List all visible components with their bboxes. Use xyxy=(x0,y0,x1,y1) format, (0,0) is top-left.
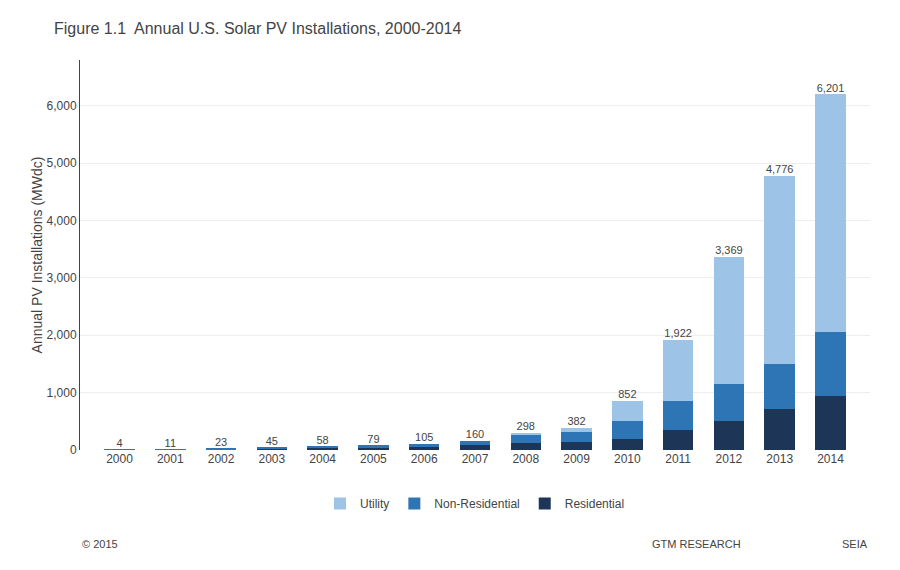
svg-text:2013: 2013 xyxy=(766,452,793,466)
svg-text:2005: 2005 xyxy=(360,452,387,466)
svg-text:105: 105 xyxy=(415,431,433,443)
svg-text:382: 382 xyxy=(567,415,585,427)
svg-text:Figure 1.1 Annual U.S. Solar: Figure 1.1 Annual U.S. Solar PV Installa… xyxy=(54,20,461,37)
svg-text:58: 58 xyxy=(317,434,329,446)
svg-text:3,369: 3,369 xyxy=(715,244,743,256)
svg-text:5,000: 5,000 xyxy=(47,156,77,170)
svg-text:2010: 2010 xyxy=(614,452,641,466)
svg-text:79: 79 xyxy=(367,433,379,445)
svg-text:298: 298 xyxy=(517,420,535,432)
svg-text:852: 852 xyxy=(618,388,636,400)
svg-text:Non-Residential: Non-Residential xyxy=(434,497,519,511)
svg-text:4: 4 xyxy=(116,437,122,449)
svg-text:2002: 2002 xyxy=(208,452,235,466)
svg-text:2011: 2011 xyxy=(665,452,691,466)
svg-text:160: 160 xyxy=(466,428,484,440)
svg-text:11: 11 xyxy=(165,437,176,449)
svg-text:2007: 2007 xyxy=(462,452,489,466)
svg-text:Residential: Residential xyxy=(565,497,624,511)
svg-text:2,000: 2,000 xyxy=(47,328,77,342)
svg-text:2000: 2000 xyxy=(106,452,133,466)
svg-text:GTM RESEARCH: GTM RESEARCH xyxy=(652,538,741,550)
svg-text:2009: 2009 xyxy=(563,452,590,466)
svg-text:2004: 2004 xyxy=(309,452,336,466)
svg-text:2014: 2014 xyxy=(817,452,844,466)
svg-text:1,922: 1,922 xyxy=(664,327,692,339)
svg-text:Annual PV Installations (MWdc): Annual PV Installations (MWdc) xyxy=(29,157,45,354)
svg-text:23: 23 xyxy=(215,436,227,448)
svg-text:© 2015: © 2015 xyxy=(82,538,118,550)
svg-text:45: 45 xyxy=(266,435,278,447)
svg-text:2006: 2006 xyxy=(411,452,438,466)
svg-text:1,000: 1,000 xyxy=(47,386,77,400)
svg-text:2012: 2012 xyxy=(716,452,743,466)
svg-text:2003: 2003 xyxy=(259,452,286,466)
svg-text:2001: 2001 xyxy=(157,452,184,466)
svg-text:2008: 2008 xyxy=(512,452,539,466)
svg-text:4,776: 4,776 xyxy=(766,163,794,175)
svg-text:Utility: Utility xyxy=(360,497,389,511)
svg-text:4,000: 4,000 xyxy=(47,214,77,228)
svg-text:6,000: 6,000 xyxy=(47,99,77,113)
svg-text:6,201: 6,201 xyxy=(817,82,845,94)
svg-text:3,000: 3,000 xyxy=(47,271,77,285)
svg-text:0: 0 xyxy=(70,443,77,457)
svg-text:SEIA: SEIA xyxy=(842,538,868,550)
